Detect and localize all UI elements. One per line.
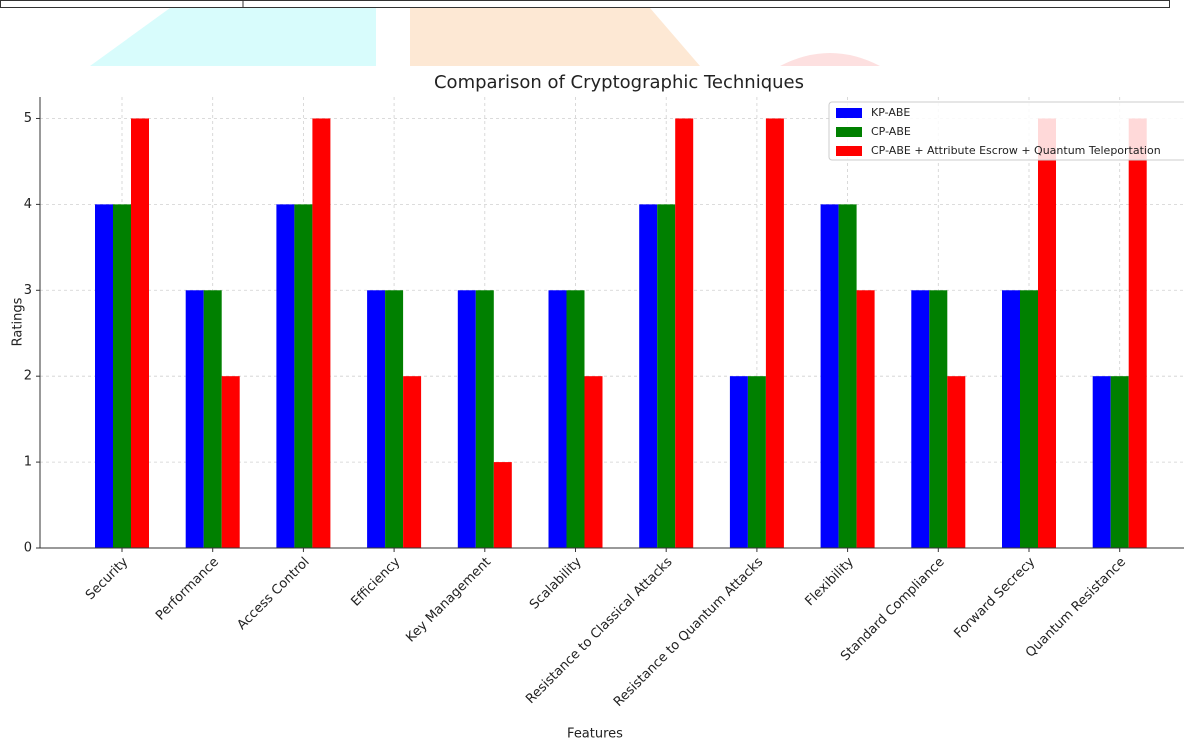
bar [639,204,658,548]
x-tick-label: Standard Compliance [838,555,947,664]
bar [566,290,585,548]
orange-shape [410,8,700,66]
legend-swatch [836,146,862,156]
bar [548,290,567,548]
bar [1092,376,1111,548]
bar [95,204,113,548]
x-tick-label: Performance [153,555,222,624]
bar [838,204,857,548]
legend-box [828,101,1184,161]
pink-shape [780,53,880,66]
x-tick-label: Scalability [527,554,585,612]
bar [729,376,748,548]
legend-label: KP-ABE [871,106,910,119]
bar [657,204,676,548]
legend-swatch [836,127,862,137]
bar [1128,118,1147,548]
y-tick-label: 3 [24,283,32,298]
bar [221,376,240,548]
bar [947,376,966,548]
x-tick-label: Flexibility [802,554,857,609]
x-tick-label: Forward Secrecy [952,554,1039,641]
bar [1002,290,1020,548]
bar [403,376,422,548]
bar [856,290,875,548]
top-frame [0,0,1170,8]
bar [385,290,404,548]
y-tick-label: 5 [24,111,32,126]
bar [675,118,694,548]
bar [294,204,313,548]
y-tick-label: 0 [24,541,32,556]
cyan-shape [90,8,376,66]
x-tick-label: Efficiency [349,554,404,609]
legend-swatch [836,108,862,118]
bar [765,118,784,548]
bar [1110,376,1129,548]
bar [276,204,295,548]
x-tick-label: Key Management [403,555,494,646]
bar [493,462,512,548]
bar [929,290,948,548]
x-tick-label: Resistance to Classical Attacks [523,555,675,707]
bar [312,118,331,548]
bar [584,376,603,548]
x-tick-label: Security [83,554,132,603]
x-tick-label: Access Control [234,555,312,633]
y-axis-title: Ratings [11,297,26,346]
bar [820,204,839,548]
bar [1020,290,1038,548]
bar [1038,118,1056,548]
background-decoration [0,0,1170,66]
y-tick-label: 2 [24,369,32,384]
x-tick-label: Quantum Resistance [1023,555,1129,661]
bar [457,290,476,548]
bar [185,290,204,548]
x-tick-label: Resistance to Quantum Attacks [611,555,766,710]
bar [203,290,222,548]
y-tick-label: 1 [24,455,32,470]
y-tick-label: 4 [24,197,32,212]
bar [475,290,494,548]
legend-label: CP-ABE + Attribute Escrow + Quantum Tele… [871,144,1161,157]
bar [367,290,386,548]
chart-title: Comparison of Cryptographic Techniques [434,72,804,93]
bar [747,376,766,548]
bar [911,290,930,548]
bar [131,118,149,548]
x-axis-title: Features [567,727,623,742]
legend-label: CP-ABE [871,125,911,138]
bar [113,204,131,548]
